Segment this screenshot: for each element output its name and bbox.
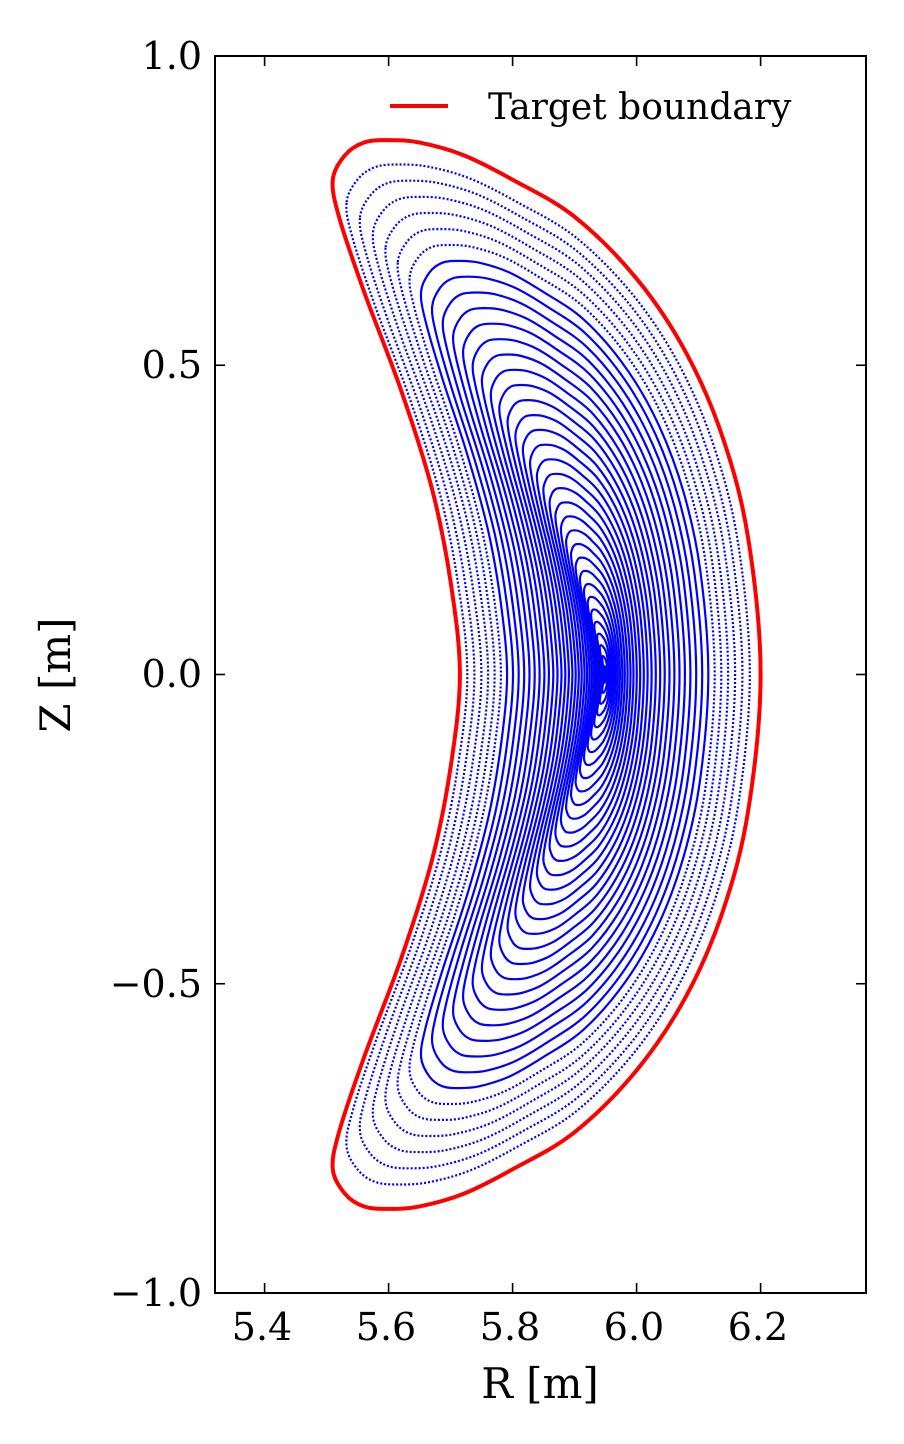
flux-surface-line	[535, 458, 645, 891]
flux-surfaces	[345, 163, 751, 1186]
x-axis-label: R [m]	[481, 1359, 599, 1408]
flux-surface-line	[506, 399, 662, 950]
flux-surface-line	[564, 529, 629, 820]
legend: Target boundary	[390, 87, 792, 128]
flux-surface-line	[582, 582, 619, 767]
flux-surface-line	[586, 595, 617, 754]
target-boundary-line	[330, 138, 763, 1211]
flux-surface-line	[345, 163, 751, 1186]
flux-surface-line	[569, 542, 626, 807]
flux-surface-line	[600, 655, 609, 694]
flux-surface-line	[578, 569, 622, 780]
flux-surface-line	[498, 383, 666, 966]
flux-surface-line	[471, 338, 681, 1011]
y-tick-label: 0.0	[142, 652, 202, 696]
flux-surface-line	[559, 515, 632, 834]
flux-surface-line	[595, 632, 612, 717]
flux-surface-line	[441, 291, 698, 1058]
x-tick-label: 5.8	[480, 1305, 540, 1349]
y-axis-label: Z [m]	[31, 617, 80, 732]
flux-surface-line	[358, 179, 744, 1170]
flux-surface-line	[489, 368, 671, 981]
axis-ticks	[215, 55, 866, 1294]
flux-surface-line	[521, 428, 653, 921]
y-tick-label: −0.5	[110, 962, 202, 1006]
flux-surface-line	[384, 211, 730, 1138]
flux-surface-line	[598, 644, 611, 705]
x-tick-labels: 5.4 5.6 5.8 6.0 6.2	[232, 1305, 788, 1349]
flux-surface-line	[548, 487, 638, 862]
flux-surface-line	[461, 322, 687, 1027]
flux-surface-line	[371, 195, 737, 1154]
flux-surface-line	[554, 501, 635, 848]
y-tick-label: −1.0	[110, 1271, 202, 1315]
flux-surface-line	[574, 556, 624, 793]
flux-surface-line	[528, 443, 649, 906]
flux-surface-line	[430, 275, 704, 1074]
flux-surface-line	[589, 608, 615, 741]
flux-surface-line	[451, 307, 692, 1042]
legend-label: Target boundary	[488, 87, 792, 128]
flux-surface-line	[408, 243, 716, 1106]
x-tick-label: 6.0	[604, 1305, 664, 1349]
y-tick-labels: 1.0 0.5 0.0 −0.5 −1.0	[110, 34, 202, 1315]
y-tick-label: 1.0	[142, 34, 202, 78]
flux-surface-line	[593, 620, 614, 729]
flux-surface-line	[396, 228, 723, 1121]
boundary-layer	[330, 138, 763, 1211]
y-tick-label: 0.5	[142, 343, 202, 387]
flux-surface-line	[542, 472, 642, 877]
flux-surface-line	[480, 353, 676, 996]
flux-surface-line	[514, 414, 657, 935]
flux-surface-line	[419, 259, 710, 1090]
x-tick-label: 5.6	[356, 1305, 416, 1349]
x-tick-label: 5.4	[232, 1305, 292, 1349]
x-tick-label: 6.2	[728, 1305, 788, 1349]
